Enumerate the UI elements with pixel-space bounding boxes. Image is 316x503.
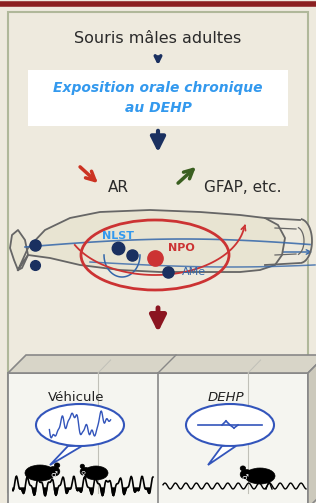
Text: GFAP, etc.: GFAP, etc. <box>204 180 282 195</box>
Ellipse shape <box>80 464 84 468</box>
Ellipse shape <box>240 466 246 471</box>
Text: Exposition orale chronique: Exposition orale chronique <box>53 81 263 95</box>
Text: NPO: NPO <box>168 243 195 253</box>
Ellipse shape <box>36 404 124 446</box>
Text: Souris mâles adultes: Souris mâles adultes <box>74 31 242 45</box>
Text: au DEHP: au DEHP <box>125 101 191 115</box>
Text: Véhicule: Véhicule <box>48 391 104 404</box>
Text: AMe: AMe <box>182 267 206 277</box>
Polygon shape <box>8 355 316 373</box>
FancyBboxPatch shape <box>8 12 308 492</box>
Polygon shape <box>18 210 285 272</box>
Ellipse shape <box>80 467 90 476</box>
FancyBboxPatch shape <box>28 70 288 126</box>
Ellipse shape <box>240 470 253 479</box>
FancyBboxPatch shape <box>8 373 308 503</box>
Polygon shape <box>10 230 28 270</box>
Text: ♂: ♂ <box>241 473 248 482</box>
Ellipse shape <box>186 404 274 446</box>
Ellipse shape <box>54 463 60 468</box>
Text: AR: AR <box>108 180 129 195</box>
Text: ♂: ♂ <box>50 470 57 479</box>
Text: DEHP: DEHP <box>208 391 244 404</box>
Polygon shape <box>50 446 82 465</box>
Ellipse shape <box>25 465 55 481</box>
Ellipse shape <box>245 468 275 484</box>
Text: ♀: ♀ <box>81 471 86 477</box>
Polygon shape <box>308 355 316 503</box>
Polygon shape <box>208 446 236 465</box>
Ellipse shape <box>84 466 108 480</box>
Text: NLST: NLST <box>102 231 134 241</box>
Ellipse shape <box>47 467 60 476</box>
